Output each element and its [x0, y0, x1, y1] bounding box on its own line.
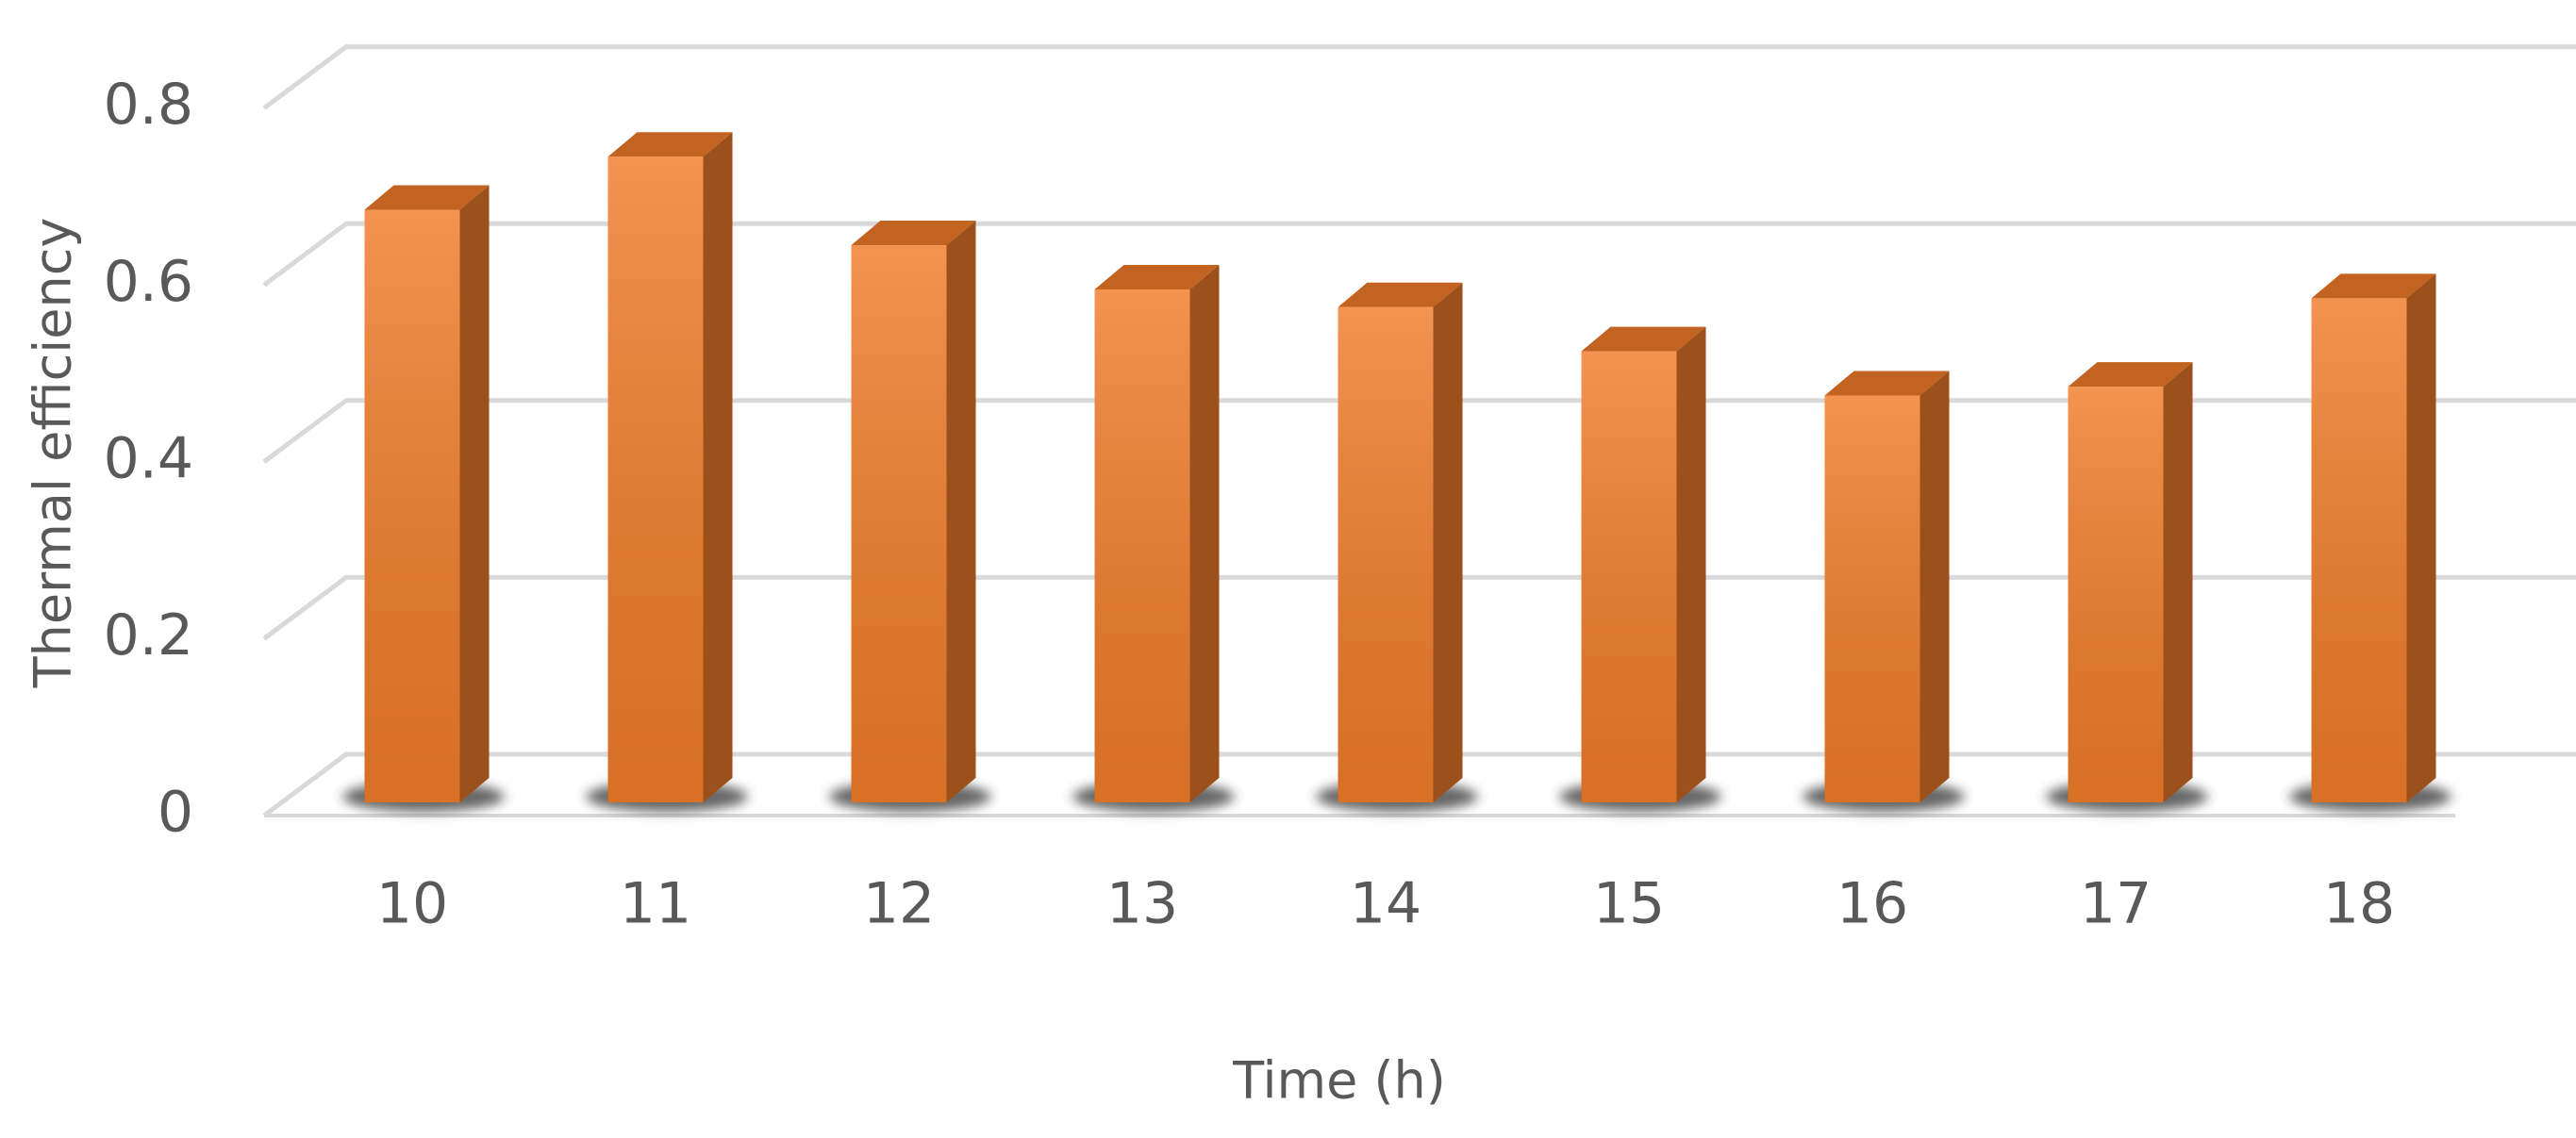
bar-top: [1094, 264, 1220, 289]
bar-top: [1581, 326, 1706, 352]
y-tick-label: 0.2: [104, 602, 193, 668]
bar-top: [1824, 371, 1950, 396]
bar-gloss: [851, 245, 947, 802]
grid-line: [262, 44, 2576, 110]
bar-top-shade: [2068, 362, 2193, 388]
bar-gloss: [607, 157, 704, 802]
x-tick-label: 16: [1836, 871, 1908, 937]
bar-gloss: [1581, 351, 1677, 802]
x-tick-label: 14: [1350, 871, 1421, 937]
bar-side: [2163, 362, 2193, 802]
bar-gloss: [1338, 306, 1434, 803]
bar-side-shade: [2163, 362, 2193, 802]
y-tick-label: 0: [158, 780, 193, 846]
bar-top: [2068, 362, 2193, 388]
y-tick-label: 0.4: [104, 425, 193, 491]
x-tick-label: 13: [1106, 871, 1178, 937]
bar-side: [703, 132, 733, 802]
bar-top-shade: [1824, 371, 1950, 396]
bar-gloss: [2068, 387, 2164, 802]
x-tick-label: 12: [863, 871, 935, 937]
bar-top: [364, 185, 490, 210]
x-tick-label: 18: [2323, 871, 2395, 937]
bar-side: [1189, 264, 1220, 803]
bar-top-shade: [851, 221, 976, 246]
bar-side-shade: [1676, 326, 1706, 802]
bar-gloss: [1094, 289, 1190, 803]
y-tick-label: 0.8: [104, 72, 193, 138]
x-tick-label: 15: [1593, 871, 1665, 937]
bar-side: [1676, 326, 1706, 802]
x-tick-label: 10: [376, 871, 448, 937]
bar-top-shade: [1094, 264, 1220, 289]
bar-top-shade: [607, 132, 733, 157]
bar-side-shade: [1920, 371, 1950, 802]
bar-side: [459, 185, 490, 803]
y-tick-label: 0.6: [104, 249, 193, 315]
bar-side: [1433, 282, 1463, 803]
bar-side-shade: [1189, 264, 1220, 803]
bar-side: [946, 221, 976, 802]
bar-side: [1920, 371, 1950, 802]
x-tick-label: 17: [2080, 871, 2152, 937]
x-axis-title: Time (h): [1232, 1051, 1446, 1111]
bar-side-shade: [703, 132, 733, 802]
bar-top: [2311, 273, 2436, 299]
bar-top-shade: [2311, 273, 2436, 299]
x-tick-label: 11: [620, 871, 691, 937]
bar-gloss: [2311, 298, 2407, 803]
bar-side: [2406, 273, 2436, 803]
bar-side-shade: [946, 221, 976, 802]
grid: 0 0.2 0.4 0.6 0.8 10 11 12 13 14 15 16 17 18: [104, 44, 2576, 937]
bar-top-shade: [1338, 282, 1463, 307]
y-axis-title: Thermal efficiency: [24, 218, 83, 689]
bar-gloss: [1824, 395, 1920, 802]
bar-side-shade: [459, 185, 490, 803]
bar-top-shade: [1581, 326, 1706, 352]
bar-top-shade: [364, 185, 490, 210]
bar-side-shade: [1433, 282, 1463, 803]
bar-top: [1338, 282, 1463, 307]
bar-top: [607, 132, 733, 157]
grid-line: [262, 221, 2576, 288]
bars: [342, 132, 2451, 812]
bar-gloss: [364, 209, 460, 803]
bar-side-shade: [2406, 273, 2436, 803]
bar-top: [851, 221, 976, 246]
